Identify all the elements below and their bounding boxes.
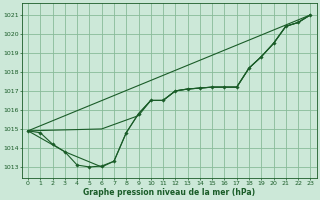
X-axis label: Graphe pression niveau de la mer (hPa): Graphe pression niveau de la mer (hPa) bbox=[83, 188, 255, 197]
